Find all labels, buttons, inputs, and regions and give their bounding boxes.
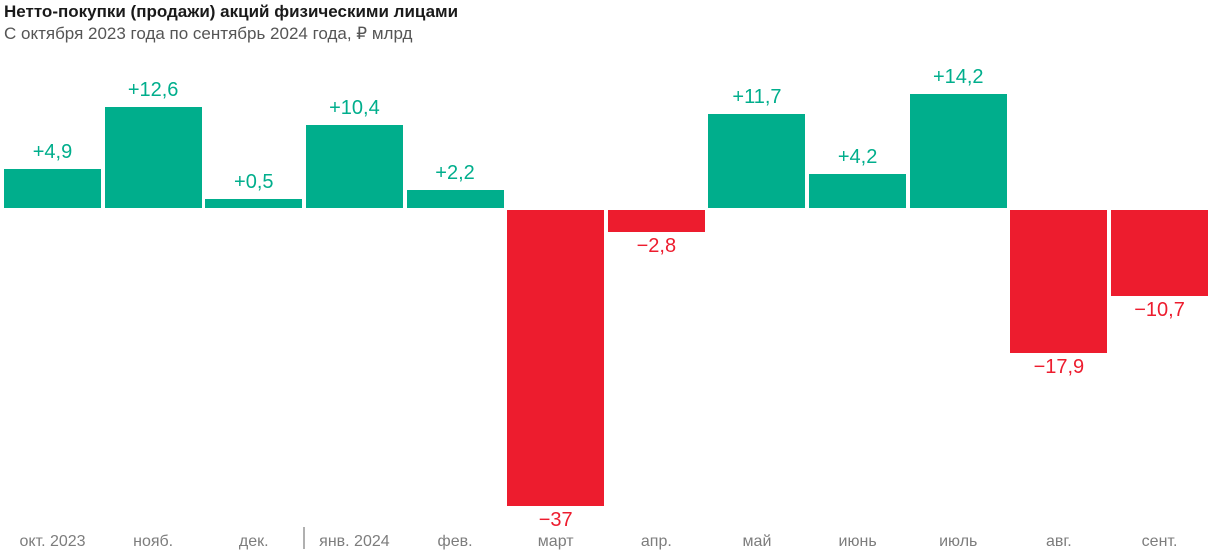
x-axis-label: нояб. xyxy=(133,533,174,550)
bar-value-label: +11,7 xyxy=(732,86,782,109)
bar-value-label: −37 xyxy=(538,509,573,531)
x-axis-label: окт. 2023 xyxy=(19,533,86,550)
bar xyxy=(909,94,1007,208)
bar-value-label: +10,4 xyxy=(329,96,380,119)
x-axis-label: янв. 2024 xyxy=(319,533,390,550)
year-divider xyxy=(303,527,306,549)
bar xyxy=(708,114,806,208)
bar xyxy=(1010,210,1108,354)
chart-subtitle: С октября 2023 года по сентябрь 2024 год… xyxy=(4,24,413,43)
bar-value-label: −10,7 xyxy=(1134,298,1185,321)
bar xyxy=(104,107,202,208)
x-axis-label: сент. xyxy=(1141,533,1178,550)
bar xyxy=(406,190,504,208)
bar xyxy=(809,174,907,208)
bar-value-label: −17,9 xyxy=(1033,356,1085,379)
bar-value-label: +4,2 xyxy=(837,146,878,169)
bar-value-label: +12,6 xyxy=(127,79,179,102)
x-axis-label: дек. xyxy=(238,533,269,550)
chart-title: Нетто-покупки (продажи) акций физическим… xyxy=(4,2,459,21)
bar xyxy=(4,168,101,208)
bar-value-label: −2,8 xyxy=(636,235,677,258)
x-axis-label: апр. xyxy=(640,533,672,550)
bar xyxy=(507,210,605,506)
bar-value-label: +4,9 xyxy=(32,140,73,163)
bar xyxy=(1111,210,1209,296)
bar-value-label: +14,2 xyxy=(932,66,984,89)
x-axis-label: июль xyxy=(939,533,978,550)
bar-value-label: +0,5 xyxy=(234,171,274,193)
x-axis-label: май xyxy=(742,533,772,550)
bar-value-label: +2,2 xyxy=(435,162,475,185)
bar xyxy=(205,199,303,208)
x-axis-label: июнь xyxy=(838,533,877,550)
bar xyxy=(305,124,403,208)
bar xyxy=(607,210,705,233)
x-axis-label: фев. xyxy=(437,533,473,550)
x-axis-label: март xyxy=(537,533,574,550)
x-axis-label: авг. xyxy=(1046,533,1072,550)
